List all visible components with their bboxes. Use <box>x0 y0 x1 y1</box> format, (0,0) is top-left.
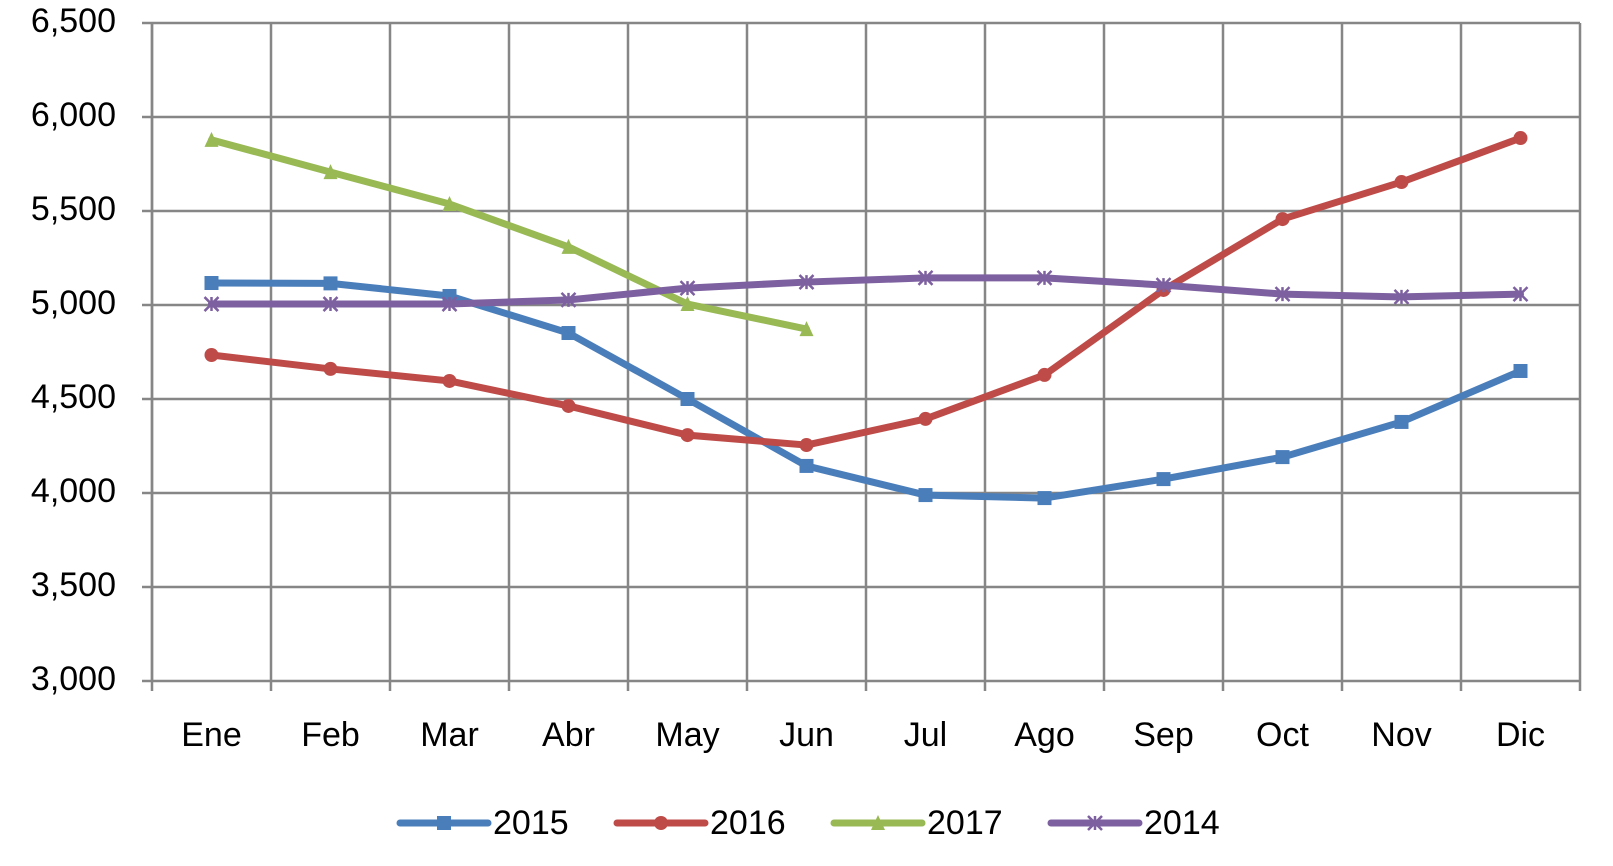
marker <box>561 238 576 254</box>
series-line <box>208 274 1524 308</box>
marker <box>323 361 338 376</box>
y-tick-label: 5,500 <box>31 190 116 228</box>
x-tick-label: Dic <box>1496 716 1545 754</box>
marker <box>204 131 219 147</box>
marker <box>1512 286 1529 302</box>
y-tick-label: 4,000 <box>31 472 116 510</box>
marker <box>918 488 933 503</box>
marker <box>322 296 339 312</box>
y-tick-label: 6,500 <box>31 2 116 40</box>
y-tick-label: 5,000 <box>31 284 116 322</box>
marker <box>437 816 451 830</box>
marker <box>1087 815 1103 831</box>
legend-item: 2014 <box>1047 804 1220 842</box>
x-tick-label: Feb <box>301 716 360 754</box>
x-tick-label: Oct <box>1256 716 1309 754</box>
legend-item: 2017 <box>830 804 1003 842</box>
x-tick-label: Nov <box>1371 716 1431 754</box>
legend-item: 2015 <box>396 804 569 842</box>
marker <box>680 296 695 312</box>
marker <box>679 280 696 296</box>
marker <box>1393 289 1410 305</box>
marker <box>1036 270 1053 286</box>
marker <box>561 326 576 341</box>
marker <box>1275 450 1290 465</box>
y-tick-label: 3,500 <box>31 566 116 604</box>
marker <box>1037 367 1052 382</box>
marker <box>323 276 338 291</box>
legend-label: 2016 <box>710 804 786 842</box>
x-tick-label: Jul <box>904 716 947 754</box>
x-tick-label: May <box>655 716 719 754</box>
marker <box>799 438 814 453</box>
marker <box>204 348 219 363</box>
x-tick-label: Sep <box>1133 716 1194 754</box>
marker <box>799 321 814 337</box>
legend-label: 2015 <box>493 804 569 842</box>
marker <box>1155 277 1172 293</box>
marker <box>561 398 576 413</box>
legend: 2015 2016 2017 2014 <box>396 804 1220 842</box>
marker <box>203 296 220 312</box>
marker <box>560 292 577 308</box>
marker <box>871 815 885 830</box>
series-line <box>208 279 1524 502</box>
marker <box>680 392 695 406</box>
marker <box>798 274 815 290</box>
marker <box>1513 363 1528 378</box>
marker <box>323 164 338 180</box>
marker <box>441 296 458 312</box>
marker <box>442 373 457 388</box>
y-tick-label: 3,000 <box>31 660 116 698</box>
series-line <box>208 134 1524 449</box>
marker <box>654 816 668 830</box>
x-tick-label: Mar <box>420 716 479 754</box>
marker <box>799 458 814 473</box>
x-tick-label: Abr <box>542 716 595 754</box>
legend-label: 2014 <box>1144 804 1220 842</box>
legend-item: 2016 <box>613 804 786 842</box>
series-line <box>208 136 810 333</box>
y-tick-label: 6,000 <box>31 96 116 134</box>
marker <box>1274 286 1291 302</box>
marker <box>918 411 933 426</box>
marker <box>1275 212 1290 227</box>
marker <box>680 428 695 443</box>
marker <box>442 196 457 212</box>
marker <box>1394 175 1409 190</box>
legend-label: 2017 <box>927 804 1003 842</box>
marker <box>1156 472 1171 487</box>
marker <box>917 270 934 286</box>
y-tick-label: 4,500 <box>31 378 116 416</box>
x-tick-label: Ene <box>181 716 242 754</box>
marker <box>204 276 219 291</box>
x-tick-label: Ago <box>1014 716 1075 754</box>
x-tick-label: Jun <box>779 716 834 754</box>
marker <box>1513 131 1528 146</box>
marker <box>1037 491 1052 506</box>
marker <box>1394 414 1409 429</box>
